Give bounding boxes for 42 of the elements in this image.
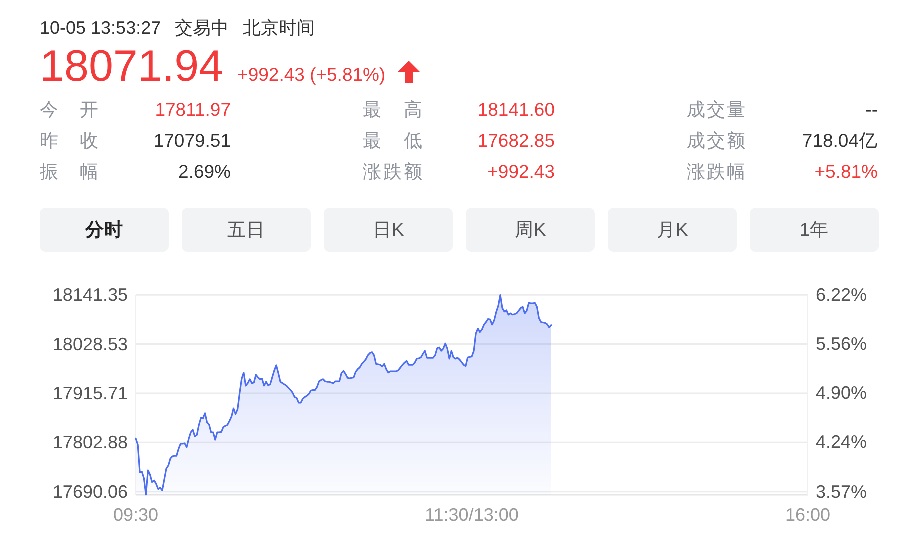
text: +992.43: [488, 161, 555, 182]
y2-tick-label: 5.56%: [816, 334, 868, 354]
text: 北京时间: [243, 17, 316, 39]
x-tick-label: 09:30: [113, 505, 159, 525]
text: 17811.97: [155, 99, 231, 120]
text: 涨跌幅: [687, 161, 746, 183]
y-tick-label: 17915.71: [52, 383, 128, 404]
x-tick-label: 16:00: [785, 505, 831, 525]
text: 昨 收: [40, 130, 99, 152]
text: 成交量: [687, 99, 746, 121]
text: 18141.60: [478, 99, 555, 120]
text: 今 开: [40, 99, 99, 121]
text: 周K: [466, 208, 595, 252]
text: 日K: [324, 208, 453, 252]
text: 17079.51: [154, 130, 231, 151]
text: 分时: [40, 208, 169, 252]
text: --: [866, 99, 878, 120]
y-tick-label: 18028.53: [52, 334, 128, 354]
text: 五日: [182, 208, 311, 252]
y2-tick-label: 4.24%: [816, 432, 868, 452]
y-tick-label: 17690.06: [52, 482, 128, 502]
text: 最 低: [363, 130, 423, 152]
text: 最 高: [363, 99, 423, 121]
y-tick-label: 17802.88: [52, 432, 128, 453]
text: 17682.85: [478, 130, 555, 151]
text: 1年: [750, 208, 879, 252]
text: 振 幅: [40, 161, 99, 183]
text: 成交额: [687, 130, 746, 152]
x-tick-label: 11:30/13:00: [425, 505, 519, 525]
y-tick-label: 18141.35: [52, 285, 128, 306]
text: 18071.94: [40, 42, 224, 92]
text: 10-05 13:53:27: [40, 17, 162, 39]
text: +992.43 (+5.81%): [238, 64, 386, 86]
y2-tick-label: 6.22%: [816, 285, 868, 305]
text: 月K: [608, 208, 737, 252]
text: 涨跌额: [363, 161, 423, 183]
text: 718.04亿: [802, 130, 878, 151]
text: 交易中: [175, 17, 230, 39]
y2-tick-label: 3.57%: [816, 482, 868, 502]
text: +5.81%: [814, 161, 878, 182]
y2-tick-label: 4.90%: [816, 383, 868, 404]
text: 2.69%: [178, 161, 231, 182]
